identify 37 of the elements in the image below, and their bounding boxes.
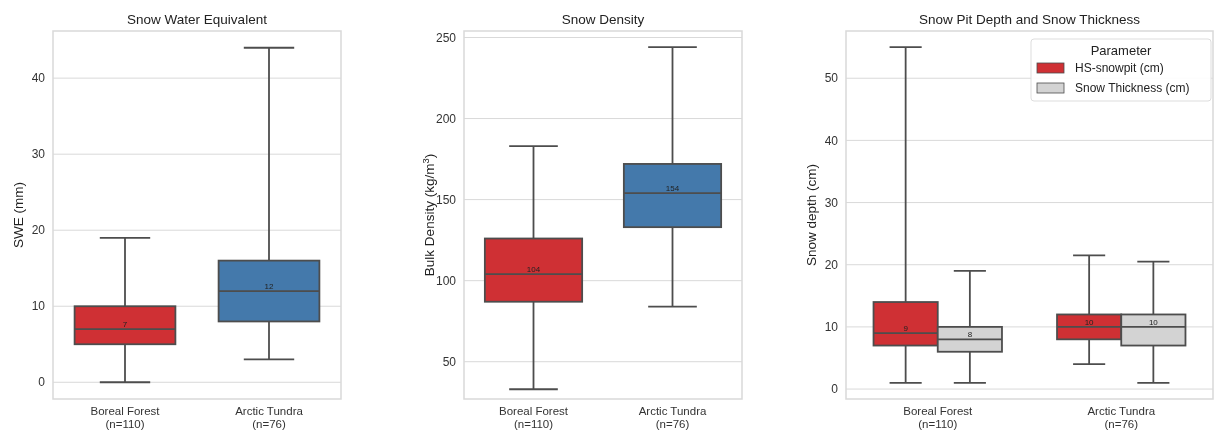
annotation: 9 — [903, 324, 909, 334]
annotation: 104 — [526, 265, 541, 275]
x-tick-label: Arctic Tundra (n=76) — [235, 405, 304, 430]
y-tick-label: 40 — [824, 133, 839, 148]
annotation: 10 — [1148, 317, 1159, 327]
y-tick-label: 30 — [824, 195, 839, 210]
chart-title: Snow Density — [561, 12, 645, 27]
y-tick-label: 40 — [31, 71, 46, 86]
annotation: 7 — [122, 320, 128, 330]
annotation: 10 — [1084, 317, 1095, 327]
y-tick-label: 250 — [435, 30, 457, 45]
annotation: 154 — [665, 184, 680, 194]
annotation: 12 — [264, 282, 274, 292]
y-tick-label: 100 — [435, 273, 457, 288]
legend-title: Parameter — [1090, 43, 1153, 58]
legend-label: HS-snowpit (cm) — [1075, 61, 1164, 76]
y-tick-label: 50 — [824, 71, 839, 86]
x-tick-label: Boreal Forest (n=110) — [90, 405, 161, 430]
y-tick-label: 10 — [31, 299, 46, 314]
y-axis-title: SWE (mm) — [11, 182, 26, 248]
x-tick-label: Arctic Tundra (n=76) — [638, 405, 707, 430]
x-tick-label: Arctic Tundra (n=76) — [1087, 405, 1156, 430]
y-axis-title: Snow depth (cm) — [804, 163, 819, 267]
y-tick-label: 200 — [435, 111, 457, 126]
chart-title: Snow Water Equivalent — [127, 12, 268, 27]
y-tick-label: 20 — [824, 257, 839, 272]
x-tick-label: Boreal Forest (n=110) — [903, 405, 974, 430]
y-tick-label: 30 — [31, 147, 46, 162]
legend-label: Snow Thickness (cm) — [1075, 81, 1190, 96]
y-tick-label: 0 — [38, 375, 46, 390]
x-tick-label: Boreal Forest (n=110) — [498, 405, 569, 430]
y-tick-label: 10 — [824, 320, 839, 335]
annotation: 8 — [967, 330, 973, 340]
chart-title: Snow Pit Depth and Snow Thickness — [918, 12, 1141, 27]
y-tick-label: 20 — [31, 223, 46, 238]
y-tick-label: 50 — [442, 354, 457, 369]
y-tick-label: 0 — [831, 382, 839, 397]
